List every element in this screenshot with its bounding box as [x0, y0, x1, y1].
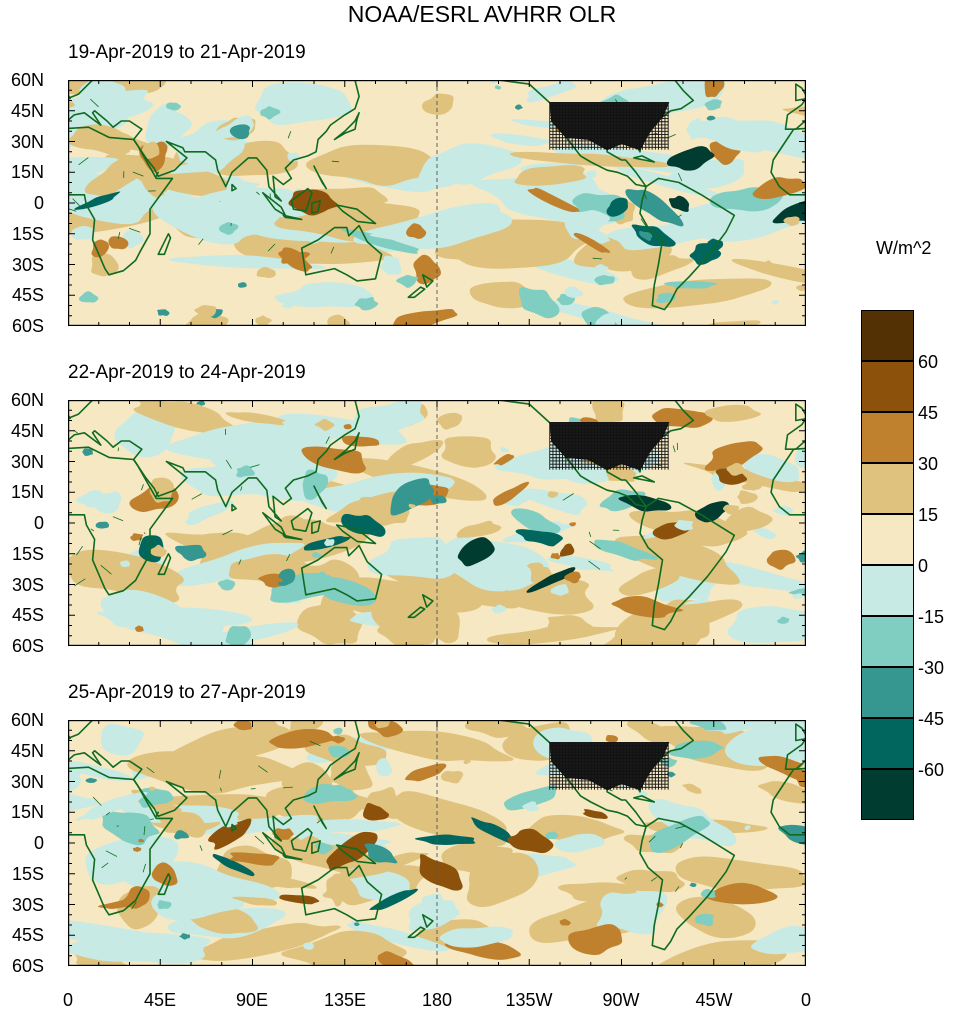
map-frame: [68, 400, 806, 646]
colorbar-label: -60: [918, 760, 945, 780]
lat-label-60n: 60N: [10, 710, 44, 730]
lon-label-135e: 135E: [323, 990, 367, 1010]
colorbar-bin: [861, 310, 914, 361]
lon-label-0: 0: [62, 990, 74, 1010]
lon-label-0-right: 0: [800, 990, 812, 1010]
panel-1-title: 19-Apr-2019 to 21-Apr-2019: [68, 42, 306, 63]
map-panel-2: [68, 400, 806, 646]
colorbar-bin: [861, 361, 914, 412]
lat-label-60s: 60S: [11, 636, 44, 656]
lat-label-60s: 60S: [11, 316, 44, 336]
map-frame: [68, 80, 806, 326]
lat-label-30n: 30N: [10, 132, 44, 152]
lon-label-135w: 135W: [505, 990, 553, 1010]
us-state-boundaries: [549, 422, 670, 471]
map-panel-3-svg: [68, 720, 806, 966]
map-panel-1: [68, 80, 806, 326]
colorbar-label: 45: [918, 403, 939, 423]
lon-label-180: 180: [421, 990, 453, 1010]
map-frame: [68, 720, 806, 966]
lat-label-15s: 15S: [11, 224, 44, 244]
lat-label-30s: 30S: [11, 895, 44, 915]
colorbar-bin: [861, 514, 914, 565]
lat-label-60n: 60N: [10, 390, 44, 410]
olr-field: [68, 80, 806, 326]
colorbar-bin: [861, 412, 914, 463]
lat-label-45s: 45S: [11, 285, 44, 305]
lat-label-15s: 15S: [11, 544, 44, 564]
colorbar-label: 30: [918, 454, 939, 474]
us-state-boundaries: [549, 102, 670, 151]
lat-label-15n: 15N: [10, 482, 44, 502]
lat-label-15n: 15N: [10, 802, 44, 822]
colorbar-bin: [861, 769, 914, 820]
lon-label-90e: 90E: [235, 990, 269, 1010]
lat-label-45s: 45S: [11, 925, 44, 945]
lat-label-60n: 60N: [10, 70, 44, 90]
olr-field: [68, 400, 806, 646]
colorbar-bin: [861, 718, 914, 769]
panel-3-title: 25-Apr-2019 to 27-Apr-2019: [68, 682, 306, 703]
lat-label-eq: 0: [33, 193, 44, 213]
map-panel-2-svg: [68, 400, 806, 646]
map-panel-1-svg: [68, 80, 806, 326]
colorbar-label: -30: [918, 658, 945, 678]
lat-label-45n: 45N: [10, 421, 44, 441]
lon-label-45e: 45E: [143, 990, 177, 1010]
figure-title: NOAA/ESRL AVHRR OLR: [347, 1, 617, 27]
lat-label-45n: 45N: [10, 741, 44, 761]
colorbar-units: W/m^2: [876, 238, 932, 258]
lon-label-90w: 90W: [602, 990, 640, 1010]
colorbar-bin: [861, 616, 914, 667]
colorbar-bin: [861, 463, 914, 514]
lat-label-45n: 45N: [10, 101, 44, 121]
lat-label-eq: 0: [33, 833, 44, 853]
colorbar-label: 0: [918, 556, 929, 576]
olr-field: [68, 720, 806, 966]
colorbar-bin: [861, 565, 914, 616]
lat-label-15s: 15S: [11, 864, 44, 884]
colorbar-bin: [861, 667, 914, 718]
lat-label-60s: 60S: [11, 956, 44, 976]
us-state-boundaries: [549, 742, 670, 791]
lat-label-30s: 30S: [11, 255, 44, 275]
lat-label-45s: 45S: [11, 605, 44, 625]
map-panel-3: [68, 720, 806, 966]
colorbar-label: -45: [918, 709, 945, 729]
colorbar-label: 60: [918, 352, 939, 372]
colorbar-label: 15: [918, 505, 939, 525]
lat-label-eq: 0: [33, 513, 44, 533]
lon-label-45w: 45W: [695, 990, 733, 1010]
lat-label-15n: 15N: [10, 162, 44, 182]
lat-label-30s: 30S: [11, 575, 44, 595]
colorbar-label: -15: [918, 607, 945, 627]
lat-label-30n: 30N: [10, 452, 44, 472]
lat-label-30n: 30N: [10, 772, 44, 792]
panel-2-title: 22-Apr-2019 to 24-Apr-2019: [68, 362, 306, 383]
